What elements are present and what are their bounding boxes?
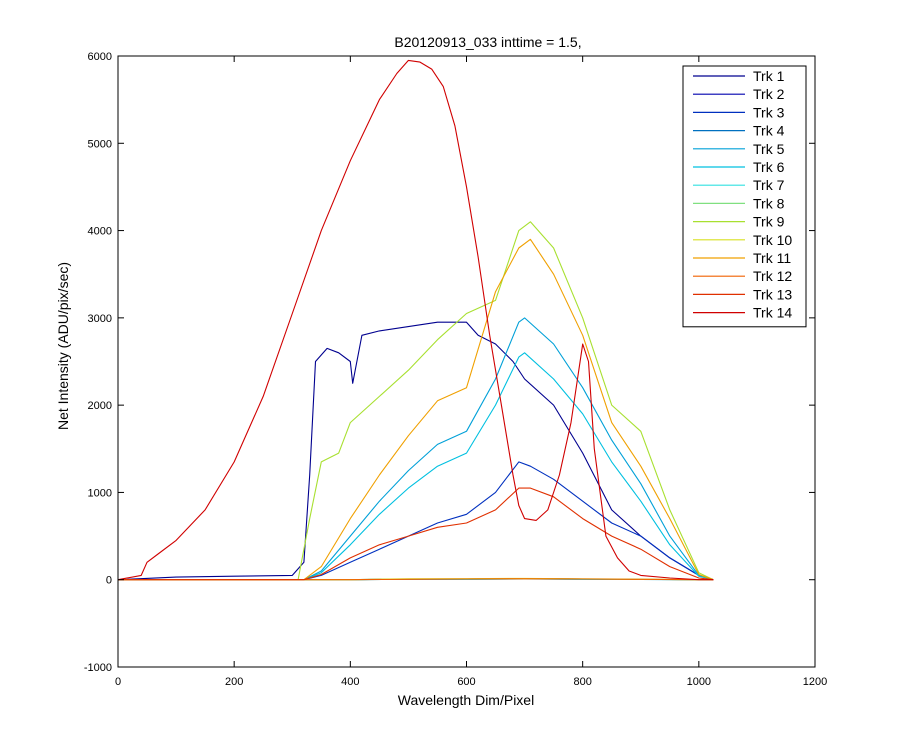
x-tick-label: 800 [573, 676, 591, 688]
series-line-trk-13 [118, 487, 714, 581]
x-tick-label: 600 [457, 676, 475, 688]
legend-label-trk-3: Trk 3 [753, 104, 785, 120]
x-tick-label: 200 [225, 676, 243, 688]
series-line-trk-3 [118, 461, 714, 581]
legend-label-trk-4: Trk 4 [753, 123, 785, 139]
series-line-trk-5 [118, 317, 714, 581]
y-tick-label: 1000 [88, 487, 112, 499]
legend-label-trk-1: Trk 1 [753, 68, 785, 84]
y-tick-label: 3000 [88, 313, 112, 325]
legend-label-trk-8: Trk 8 [753, 195, 785, 211]
legend: Trk 1 Trk 2 Trk 3 Trk 4 Trk 5 Trk 6 Trk 7 Trk 8… [682, 65, 807, 328]
y-tick-label: 4000 [88, 226, 112, 238]
legend-label-trk-6: Trk 6 [753, 159, 785, 175]
legend-label-trk-2: Trk 2 [753, 86, 785, 102]
x-tick-label: 400 [341, 676, 359, 688]
series-line-trk-12 [118, 578, 714, 581]
x-tick-label: 1200 [803, 676, 827, 688]
y-tick-label: 2000 [88, 400, 112, 412]
legend-label-trk-10: Trk 10 [753, 232, 792, 248]
series-line-trk-9 [118, 221, 714, 581]
legend-label-trk-9: Trk 9 [753, 214, 785, 230]
series-line-trk-6 [118, 352, 714, 581]
legend-label-trk-14: Trk 14 [753, 305, 792, 321]
series-line-trk-11 [118, 238, 714, 581]
y-tick-label: 0 [106, 575, 112, 587]
y-tick-label: -1000 [84, 662, 112, 674]
y-axis-title: Net Intensity (ADU/pix/sec) [55, 262, 71, 430]
legend-label-trk-13: Trk 13 [753, 286, 792, 302]
legend-label-trk-5: Trk 5 [753, 141, 785, 157]
legend-box [682, 65, 807, 328]
series-layer [118, 59, 714, 581]
x-tick-label: 1000 [687, 676, 711, 688]
y-tick-label: 6000 [88, 51, 112, 63]
series-line-trk-1 [118, 321, 714, 581]
x-tick-label: 0 [115, 676, 121, 688]
legend-label-trk-12: Trk 12 [753, 268, 792, 284]
chart-title: B20120913_033 inttime = 1.5, [394, 34, 581, 50]
series-line-trk-14 [118, 59, 714, 581]
legend-label-trk-11: Trk 11 [753, 250, 791, 266]
x-axis-title: Wavelength Dim/Pixel [398, 692, 534, 708]
y-tick-label: 5000 [88, 138, 112, 150]
axes-layer: 0 200 400 600 800 1000 1200-100001000200030004… [84, 51, 827, 688]
legend-label-trk-7: Trk 7 [753, 177, 785, 193]
